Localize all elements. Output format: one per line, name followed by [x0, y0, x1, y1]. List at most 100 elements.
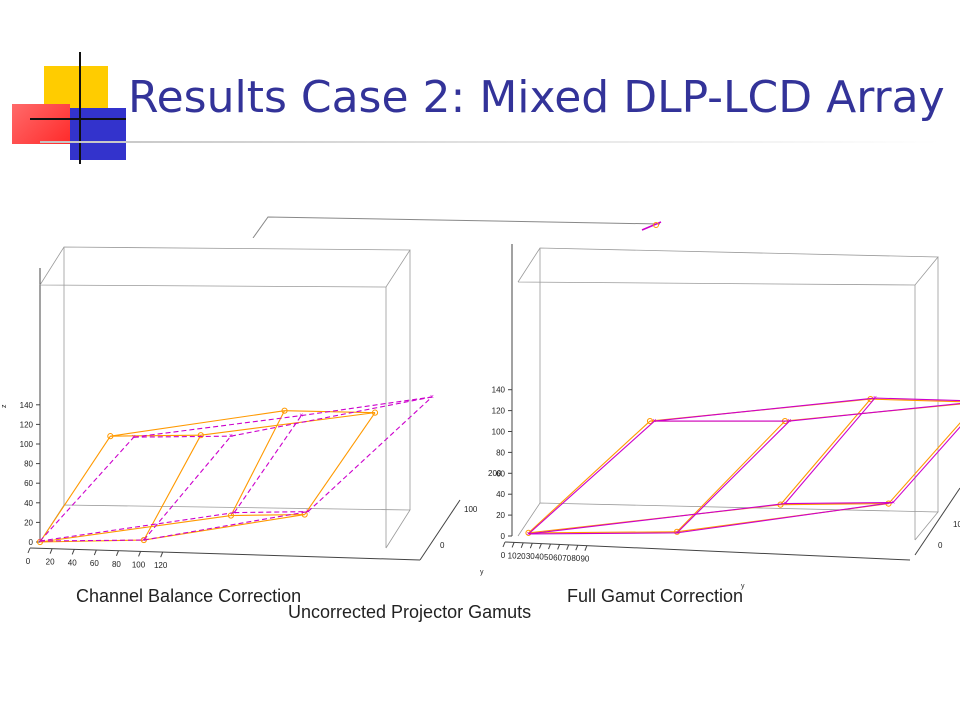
vertex-marker: × [142, 537, 146, 544]
gamut-edge [528, 420, 655, 535]
z-tick-label: 140 [20, 401, 34, 410]
x-tick-label: 20 [46, 558, 55, 567]
gamut-edge [528, 420, 651, 534]
x-tick-mark [566, 544, 570, 551]
y-axis-label: y [741, 583, 745, 590]
gamut-edge [133, 415, 302, 438]
vertex-marker: × [306, 509, 310, 516]
uncorrected-plot-frame [252, 216, 662, 239]
right-plot-axes [470, 236, 960, 580]
right-y-axis-line [914, 487, 960, 556]
gamut-edge [143, 434, 202, 541]
x-tick-mark [520, 542, 524, 548]
gamut-edge [888, 422, 960, 504]
logo-horizontal-line [30, 118, 126, 120]
logo-vertical-line [79, 52, 81, 164]
gamut-edge [780, 503, 889, 506]
z-tick-label: 60 [496, 469, 505, 478]
x-tick-mark [538, 543, 542, 549]
y-tick-label: 0 [938, 541, 943, 550]
gamut-edge [676, 420, 790, 534]
z-tick-label: 80 [496, 448, 505, 457]
y-axis-label: y [480, 569, 484, 576]
gamut-edge [784, 397, 876, 504]
x-tick-mark [49, 548, 53, 554]
uncorrected-frame-edge [252, 216, 661, 239]
gamut-edge [528, 503, 786, 535]
z-tick-label: 0 [29, 538, 34, 547]
gamut-edge [39, 514, 232, 543]
caption-channel-balance: Channel Balance Correction [76, 586, 302, 606]
x-tick-label: 120 [154, 561, 168, 570]
vertex-marker [673, 528, 681, 535]
x-tick-mark [160, 551, 164, 558]
x-tick-label: 30 [526, 552, 535, 561]
x-tick-mark [27, 547, 31, 554]
vertex-marker: × [783, 501, 787, 508]
x-tick-mark [71, 549, 75, 555]
x-tick-label: 0 [501, 551, 506, 560]
gamut-edge [780, 398, 871, 506]
x-tick-label: 40 [535, 553, 544, 562]
vertex-marker [107, 433, 114, 440]
x-tick-mark [529, 543, 533, 549]
x-tick-label: 40 [68, 558, 77, 567]
x-tick-label: 50 [544, 553, 553, 562]
z-axis-label: z [1, 404, 8, 408]
caption-full-gamut: Full Gamut Correction [567, 586, 744, 606]
vertex-marker: × [526, 531, 530, 538]
x-tick-mark [557, 544, 561, 550]
left-x-axis-line [29, 547, 421, 561]
left-plot-axes [0, 238, 461, 572]
y-tick-label: 0 [440, 541, 445, 550]
x-tick-label: 10 [508, 551, 517, 560]
z-tick-label: 20 [496, 511, 505, 520]
gamut-edge [528, 532, 678, 535]
vertex-marker: × [38, 538, 42, 545]
gamut-edge [143, 511, 309, 541]
gamut-edge [301, 396, 433, 417]
gamut-edge [892, 426, 960, 503]
y-tick-label: 200 [488, 469, 502, 478]
vertex-marker: × [430, 394, 434, 401]
z-tick-label: 60 [24, 479, 33, 488]
gamut-edge [200, 412, 376, 436]
z-tick-label: 80 [24, 460, 33, 469]
z-tick-label: 20 [24, 518, 33, 527]
x-tick-label: 80 [112, 560, 121, 569]
title-underline [40, 141, 940, 143]
x-tick-label: 60 [90, 559, 99, 568]
z-tick-label: 120 [492, 407, 506, 416]
z-tick-label: 100 [492, 428, 506, 437]
x-tick-mark [511, 542, 515, 548]
logo-red-square [12, 104, 70, 144]
left-plot-backdrop [0, 238, 460, 572]
gamut-edge [39, 435, 111, 543]
y-tick-label: 100 [464, 505, 478, 514]
vertex-marker [371, 409, 379, 416]
gamut-edge [143, 435, 232, 541]
gamut-edge [230, 514, 305, 517]
gamut-edge [233, 415, 302, 513]
gamut-edge [230, 410, 286, 516]
vertex-marker: × [229, 433, 233, 440]
uncorrected-vertex-marker [653, 222, 659, 228]
x-tick-mark [548, 543, 551, 550]
x-tick-mark [575, 545, 579, 551]
gamut-edge [110, 434, 201, 437]
gamut-edge [528, 531, 678, 534]
gamut-edge [789, 403, 960, 422]
x-tick-label: 60 [553, 553, 562, 562]
z-tick-label: 40 [496, 490, 505, 499]
gamut-edge [39, 512, 235, 542]
gamut-edge [307, 396, 433, 513]
gamut-edge [39, 436, 135, 542]
vertex-marker [197, 432, 204, 439]
z-tick-label: 120 [20, 420, 34, 429]
x-tick-mark [584, 545, 588, 551]
x-tick-label: 80 [571, 554, 580, 563]
z-tick-label: 100 [20, 440, 34, 449]
z-tick-label: 40 [24, 499, 33, 508]
gamut-edge [234, 511, 309, 514]
